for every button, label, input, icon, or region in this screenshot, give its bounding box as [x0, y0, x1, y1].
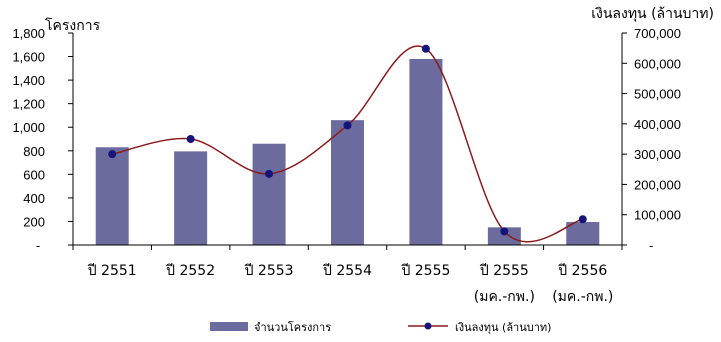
line-point — [343, 121, 352, 130]
x-category-label: ปี 2552 — [166, 263, 215, 279]
legend-line-marker — [424, 322, 432, 330]
left-tick-label: 1,800 — [12, 26, 45, 41]
line-series — [108, 44, 587, 243]
line-point — [578, 215, 587, 224]
x-category-label: ปี 2551 — [87, 263, 136, 279]
legend: จำนวนโครงการ เงินลงทุน (ล้านบาท) — [210, 320, 551, 334]
x-category-label: ปี 2556 — [558, 263, 608, 279]
x-category-label: ปี 2555 — [479, 263, 528, 279]
right-axis-title: เงินลงทุน (ล้านบาท) — [591, 6, 714, 22]
x-category-label: ปี 2554 — [323, 263, 373, 279]
x-category-sublabel: (มค.-กพ.) — [552, 289, 613, 305]
right-tick-label: 700,000 — [634, 26, 681, 41]
left-tick-label: 600 — [23, 167, 45, 182]
right-tick-label: 600,000 — [634, 56, 681, 71]
line-point — [421, 44, 430, 53]
bar — [95, 147, 129, 245]
right-axis: - 100,000 200,000 300,000 400,000 500,000 600,… — [621, 26, 681, 253]
left-tick-label: 800 — [23, 144, 45, 159]
line-point — [265, 169, 274, 178]
left-tick-label: 1,600 — [12, 50, 45, 65]
right-tick-label: 100,000 — [634, 208, 681, 223]
legend-bar-swatch — [210, 322, 248, 331]
line-point — [500, 227, 509, 236]
x-category-sublabel: (มค.-กพ.) — [474, 289, 535, 305]
right-tick-label: 300,000 — [634, 147, 681, 162]
bar — [409, 58, 443, 246]
left-tick-label: 1,400 — [12, 73, 45, 88]
legend-line-label: เงินลงทุน (ล้านบาท) — [455, 321, 551, 334]
left-tick-label: - — [36, 238, 40, 253]
right-tick-label: 500,000 — [634, 87, 681, 102]
x-category-label: ปี 2555 — [401, 263, 450, 279]
bar — [566, 222, 600, 245]
bar — [252, 143, 286, 245]
line-point — [108, 150, 117, 159]
bar — [174, 151, 208, 245]
left-axis: - 200 400 600 800 1,000 1,200 1,400 1,600 1,800 — [12, 26, 74, 253]
bar — [331, 120, 364, 245]
bar-series — [95, 58, 600, 246]
right-tick-label: 200,000 — [634, 177, 681, 192]
x-axis: ปี 2551 ปี 2552 ปี 2553 ปี 2554 ปี 2555 ปี 25… — [72, 244, 623, 305]
line-point — [186, 135, 195, 143]
right-tick-label: 400,000 — [634, 117, 681, 132]
left-tick-label: 200 — [23, 214, 45, 229]
bar — [487, 227, 521, 245]
left-axis-title: โครงการ — [45, 17, 101, 34]
left-tick-label: 1,000 — [12, 120, 45, 135]
left-tick-label: 400 — [23, 191, 45, 206]
legend-bar-label: จำนวนโครงการ — [254, 320, 331, 334]
left-tick-label: 1,200 — [12, 97, 45, 112]
x-category-label: ปี 2553 — [244, 263, 293, 279]
right-tick-label: - — [649, 238, 653, 253]
